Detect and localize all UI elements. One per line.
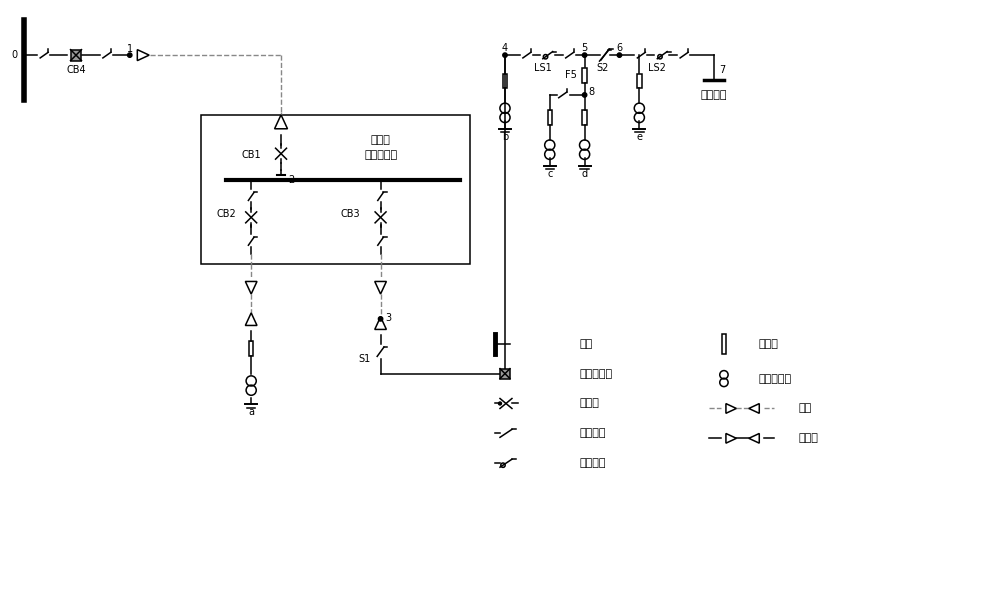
Text: LS1: LS1 [534, 63, 552, 73]
Text: 配电变压器: 配电变压器 [759, 373, 792, 383]
Bar [637, 74, 642, 88]
Bar [722, 334, 726, 354]
Text: 0: 0 [11, 50, 17, 60]
Text: 隔离开关: 隔离开关 [580, 428, 606, 438]
Circle shape [582, 92, 587, 97]
Bar [201, 115, 470, 264]
Circle shape [582, 53, 587, 57]
Bar [500, 369, 510, 379]
Text: CB3: CB3 [341, 209, 360, 219]
Text: 断路器: 断路器 [580, 399, 599, 409]
Text: 1: 1 [127, 44, 133, 54]
Text: c: c [547, 168, 552, 178]
Bar [503, 74, 507, 88]
Text: 备用电源: 备用电源 [701, 90, 727, 100]
Text: 电缆: 电缆 [799, 403, 812, 413]
Text: a: a [248, 408, 254, 418]
Text: 8: 8 [589, 87, 595, 97]
Text: F5: F5 [565, 70, 577, 80]
Bar [582, 68, 587, 82]
Text: S2: S2 [596, 63, 609, 73]
Circle shape [128, 53, 132, 57]
Text: 熔断器: 熔断器 [759, 339, 779, 349]
Text: 架空线: 架空线 [799, 434, 818, 444]
Text: S1: S1 [358, 354, 371, 363]
Text: 开闭所: 开闭所 [371, 135, 391, 145]
Circle shape [499, 402, 501, 405]
Text: CB1: CB1 [241, 150, 261, 160]
Text: 5: 5 [581, 43, 588, 53]
Text: LS2: LS2 [648, 63, 666, 73]
Text: 2: 2 [288, 174, 294, 184]
Bar [582, 110, 587, 125]
Text: CB2: CB2 [216, 209, 236, 219]
Text: 3: 3 [386, 313, 392, 323]
Bar [71, 49, 81, 61]
Text: e: e [636, 132, 642, 142]
Bar [249, 341, 253, 356]
Circle shape [378, 317, 383, 321]
Bar [548, 110, 552, 125]
Text: CB4: CB4 [66, 65, 86, 75]
Text: 负荷开关: 负荷开关 [580, 458, 606, 468]
Text: 7: 7 [719, 65, 725, 75]
Circle shape [617, 53, 622, 57]
Text: 6: 6 [616, 43, 622, 53]
Text: b: b [502, 132, 508, 142]
Circle shape [503, 53, 507, 57]
Text: 出线断路器: 出线断路器 [580, 369, 613, 379]
Text: 母线: 母线 [580, 339, 593, 349]
Text: d: d [582, 168, 588, 178]
Text: 4: 4 [502, 43, 508, 53]
Text: （环网柜）: （环网柜） [364, 150, 397, 160]
